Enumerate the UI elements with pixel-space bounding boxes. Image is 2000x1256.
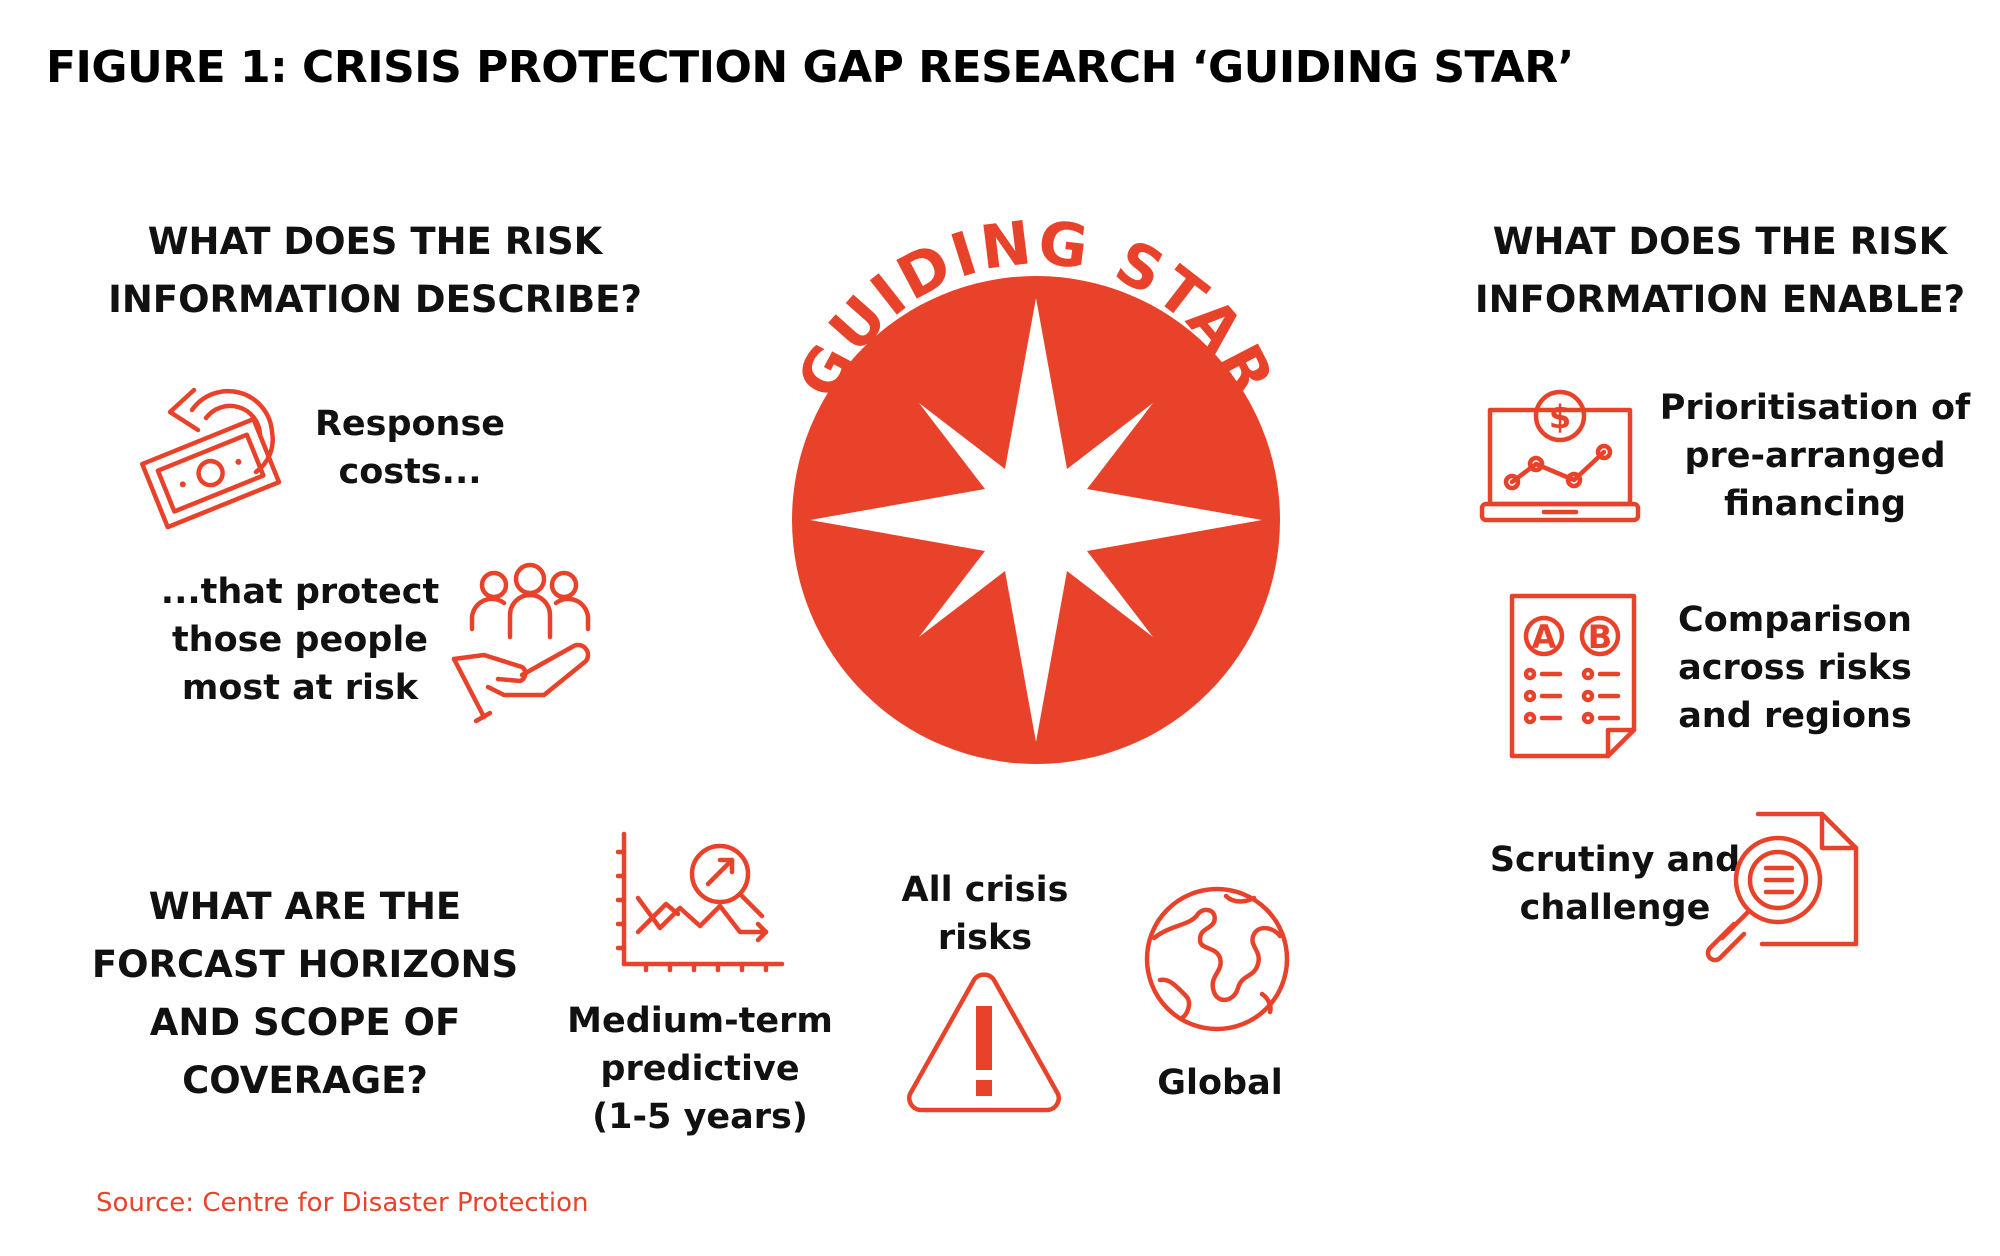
svg-text:$: $ [1549,398,1571,436]
right-section-heading: WHAT DOES THE RISK INFORMATION ENABLE? [1474,220,1966,321]
figure-title: FIGURE 1: CRISIS PROTECTION GAP RESEARCH… [46,42,1574,93]
protect-people-label: ...that protect those people most at ris… [160,572,440,708]
document-magnifier-icon [1705,811,1859,963]
left-section-heading: WHAT DOES THE RISK INFORMATION DESCRIBE? [108,220,642,321]
money-return-icon [139,387,282,530]
trend-chart-magnifier-icon [615,831,785,973]
bottom-section-heading: WHAT ARE THE FORCAST HORIZONS AND SCOPE … [91,885,519,1102]
svg-text:A: A [1532,618,1557,656]
comparison-label: Comparison across risks and regions [1678,600,1912,736]
source-note: Source: Centre for Disaster Protection [96,1188,589,1218]
ab-comparison-document-icon: A B [1509,593,1637,759]
medium-term-label: Medium-term predictive (1-5 years) [567,1001,833,1137]
all-crisis-risks-label: All crisis risks [901,870,1069,958]
scrutiny-label: Scrutiny and challenge [1489,840,1741,928]
prioritisation-label: Prioritisation of pre-arranged financing [1659,388,1971,524]
people-in-hand-icon [451,562,591,724]
globe-icon [1144,886,1290,1032]
response-costs-label: Response costs... [314,404,506,492]
warning-triangle-icon [907,972,1061,1113]
svg-text:B: B [1588,618,1612,656]
global-label: Global [1157,1063,1283,1103]
compass-star-icon [810,298,1262,742]
laptop-finance-chart-icon: $ [1479,389,1641,523]
guiding-star-emblem: GUIDING STAR [784,208,1285,764]
